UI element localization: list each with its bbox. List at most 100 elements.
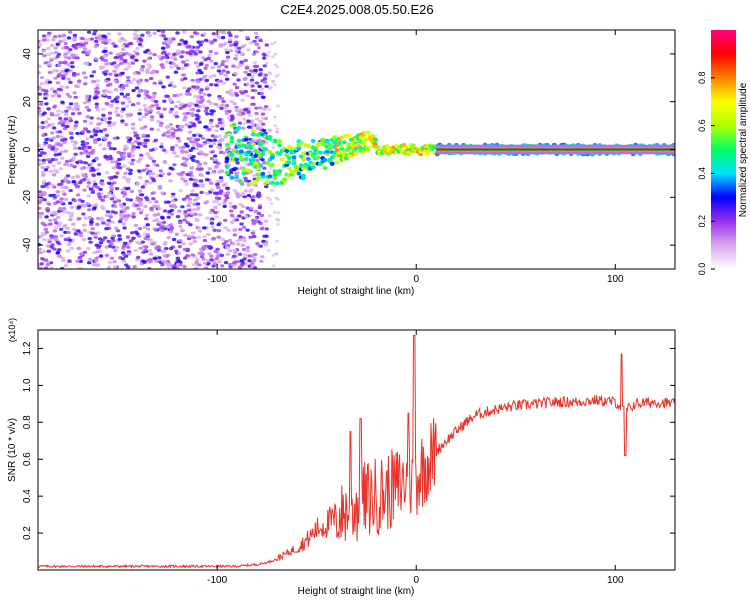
heatmap-noise-cell: [180, 171, 186, 175]
heatmap-noise-cell: [81, 71, 87, 75]
heatmap-noise-cell: [207, 167, 212, 171]
heatmap-signal-cell: [310, 165, 316, 170]
heatmap-noise-cell: [173, 128, 179, 132]
heatmap-noise-cell: [50, 147, 55, 151]
heatmap-noise-cell: [133, 223, 139, 227]
heatmap-noise-cell: [45, 209, 51, 213]
heatmap-noise-cell: [225, 70, 231, 74]
heatmap-noise-cell: [191, 158, 196, 162]
heatmap-noise-cell: [217, 260, 222, 264]
heatmap-noise-cell: [87, 49, 92, 53]
heatmap-noise-cell: [115, 171, 120, 175]
heatmap-noise-cell: [88, 240, 93, 244]
heatmap-noise-cell: [121, 164, 127, 168]
heatmap-noise-cell: [82, 101, 88, 105]
heatmap-noise-cell: [117, 32, 122, 36]
heatmap-noise-cell: [276, 198, 281, 201]
heatmap-signal-cell: [372, 137, 378, 142]
heatmap-noise-cell: [246, 73, 252, 77]
heatmap-noise-cell: [72, 143, 77, 147]
heatmap-noise-cell: [137, 42, 143, 47]
heatmap-noise-cell: [93, 45, 98, 49]
heatmap-noise-cell: [54, 221, 59, 225]
heatmap-noise-cell: [83, 142, 89, 146]
heatmap-noise-cell: [81, 43, 86, 47]
heatmap-noise-cell: [147, 248, 153, 253]
heatmap-noise-cell: [269, 202, 274, 205]
heatmap-noise-cell: [247, 113, 252, 117]
heatmap-noise-cell: [63, 230, 68, 234]
heatmap-noise-cell: [249, 254, 255, 258]
heatmap-noise-cell: [114, 88, 119, 92]
heatmap-noise-cell: [54, 147, 60, 151]
heatmap-noise-cell: [243, 176, 248, 180]
heatmap-noise-cell: [216, 69, 222, 73]
heatmap-noise-cell: [209, 219, 214, 223]
heatmap-noise-cell: [196, 226, 202, 230]
heatmap-noise-cell: [192, 133, 197, 137]
heatmap-noise-cell: [64, 159, 70, 163]
heatmap-noise-cell: [217, 65, 222, 69]
heatmap-noise-cell: [174, 232, 179, 236]
heatmap-noise-cell: [202, 235, 207, 239]
heatmap-noise-cell: [143, 96, 148, 100]
heatmap-noise-cell: [60, 185, 65, 189]
heatmap-noise-cell: [209, 101, 214, 105]
heatmap-noise-cell: [168, 179, 173, 183]
spectrogram-heatmap: [38, 30, 675, 269]
heatmap-noise-cell: [185, 111, 191, 115]
heatmap-noise-cell: [183, 179, 188, 183]
heatmap-noise-cell: [213, 249, 218, 253]
heatmap-noise-cell: [268, 198, 272, 202]
heatmap-noise-cell: [184, 150, 189, 154]
heatmap-noise-cell: [38, 266, 43, 269]
heatmap-noise-cell: [145, 223, 150, 227]
heatmap-noise-cell: [111, 239, 116, 243]
heatmap-noise-cell: [48, 218, 53, 222]
heatmap-noise-cell: [53, 158, 58, 162]
heatmap-noise-cell: [57, 130, 63, 134]
heatmap-noise-cell: [67, 95, 73, 99]
heatmap-noise-cell: [136, 94, 141, 98]
heatmap-noise-cell: [68, 102, 74, 106]
heatmap-noise-cell: [44, 94, 49, 98]
heatmap-noise-cell: [245, 206, 250, 210]
heatmap-noise-cell: [187, 87, 192, 91]
heatmap-noise-cell: [198, 134, 203, 138]
heatmap-noise-cell: [262, 166, 267, 170]
heatmap-noise-cell: [232, 205, 237, 209]
heatmap-noise-cell: [83, 216, 88, 220]
heatmap-noise-cell: [107, 260, 113, 264]
heatmap-noise-cell: [241, 225, 247, 229]
heatmap-noise-cell: [250, 261, 255, 265]
heatmap-noise-cell: [141, 115, 147, 119]
heatmap-noise-cell: [74, 102, 79, 106]
heatmap-noise-cell: [207, 53, 212, 57]
heatmap-noise-cell: [69, 214, 74, 218]
heatmap-noise-cell: [97, 163, 102, 167]
heatmap-noise-cell: [73, 146, 78, 150]
heatmap-noise-cell: [104, 195, 110, 199]
heatmap-noise-cell: [57, 34, 62, 38]
heatmap-noise-cell: [233, 71, 238, 76]
heatmap-signal-cell: [248, 162, 254, 166]
heatmap-noise-cell: [133, 140, 139, 144]
heatmap-noise-cell: [199, 255, 205, 259]
heatmap-noise-cell: [182, 112, 187, 116]
heatmap-noise-cell: [156, 119, 161, 123]
heatmap-signal-cell: [411, 143, 416, 148]
heatmap-noise-cell: [38, 106, 41, 110]
heatmap-noise-cell: [241, 112, 246, 116]
x-tick-label: 0: [413, 274, 419, 285]
heatmap-noise-cell: [223, 261, 229, 265]
heatmap-noise-cell: [216, 229, 222, 233]
heatmap-noise-cell: [131, 215, 136, 219]
heatmap-noise-cell: [41, 173, 46, 177]
heatmap-noise-cell: [225, 50, 230, 55]
heatmap-noise-cell: [154, 103, 159, 107]
heatmap-noise-cell: [38, 144, 41, 148]
heatmap-noise-cell: [247, 259, 252, 263]
heatmap-noise-cell: [42, 191, 48, 196]
heatmap-noise-cell: [210, 237, 216, 241]
